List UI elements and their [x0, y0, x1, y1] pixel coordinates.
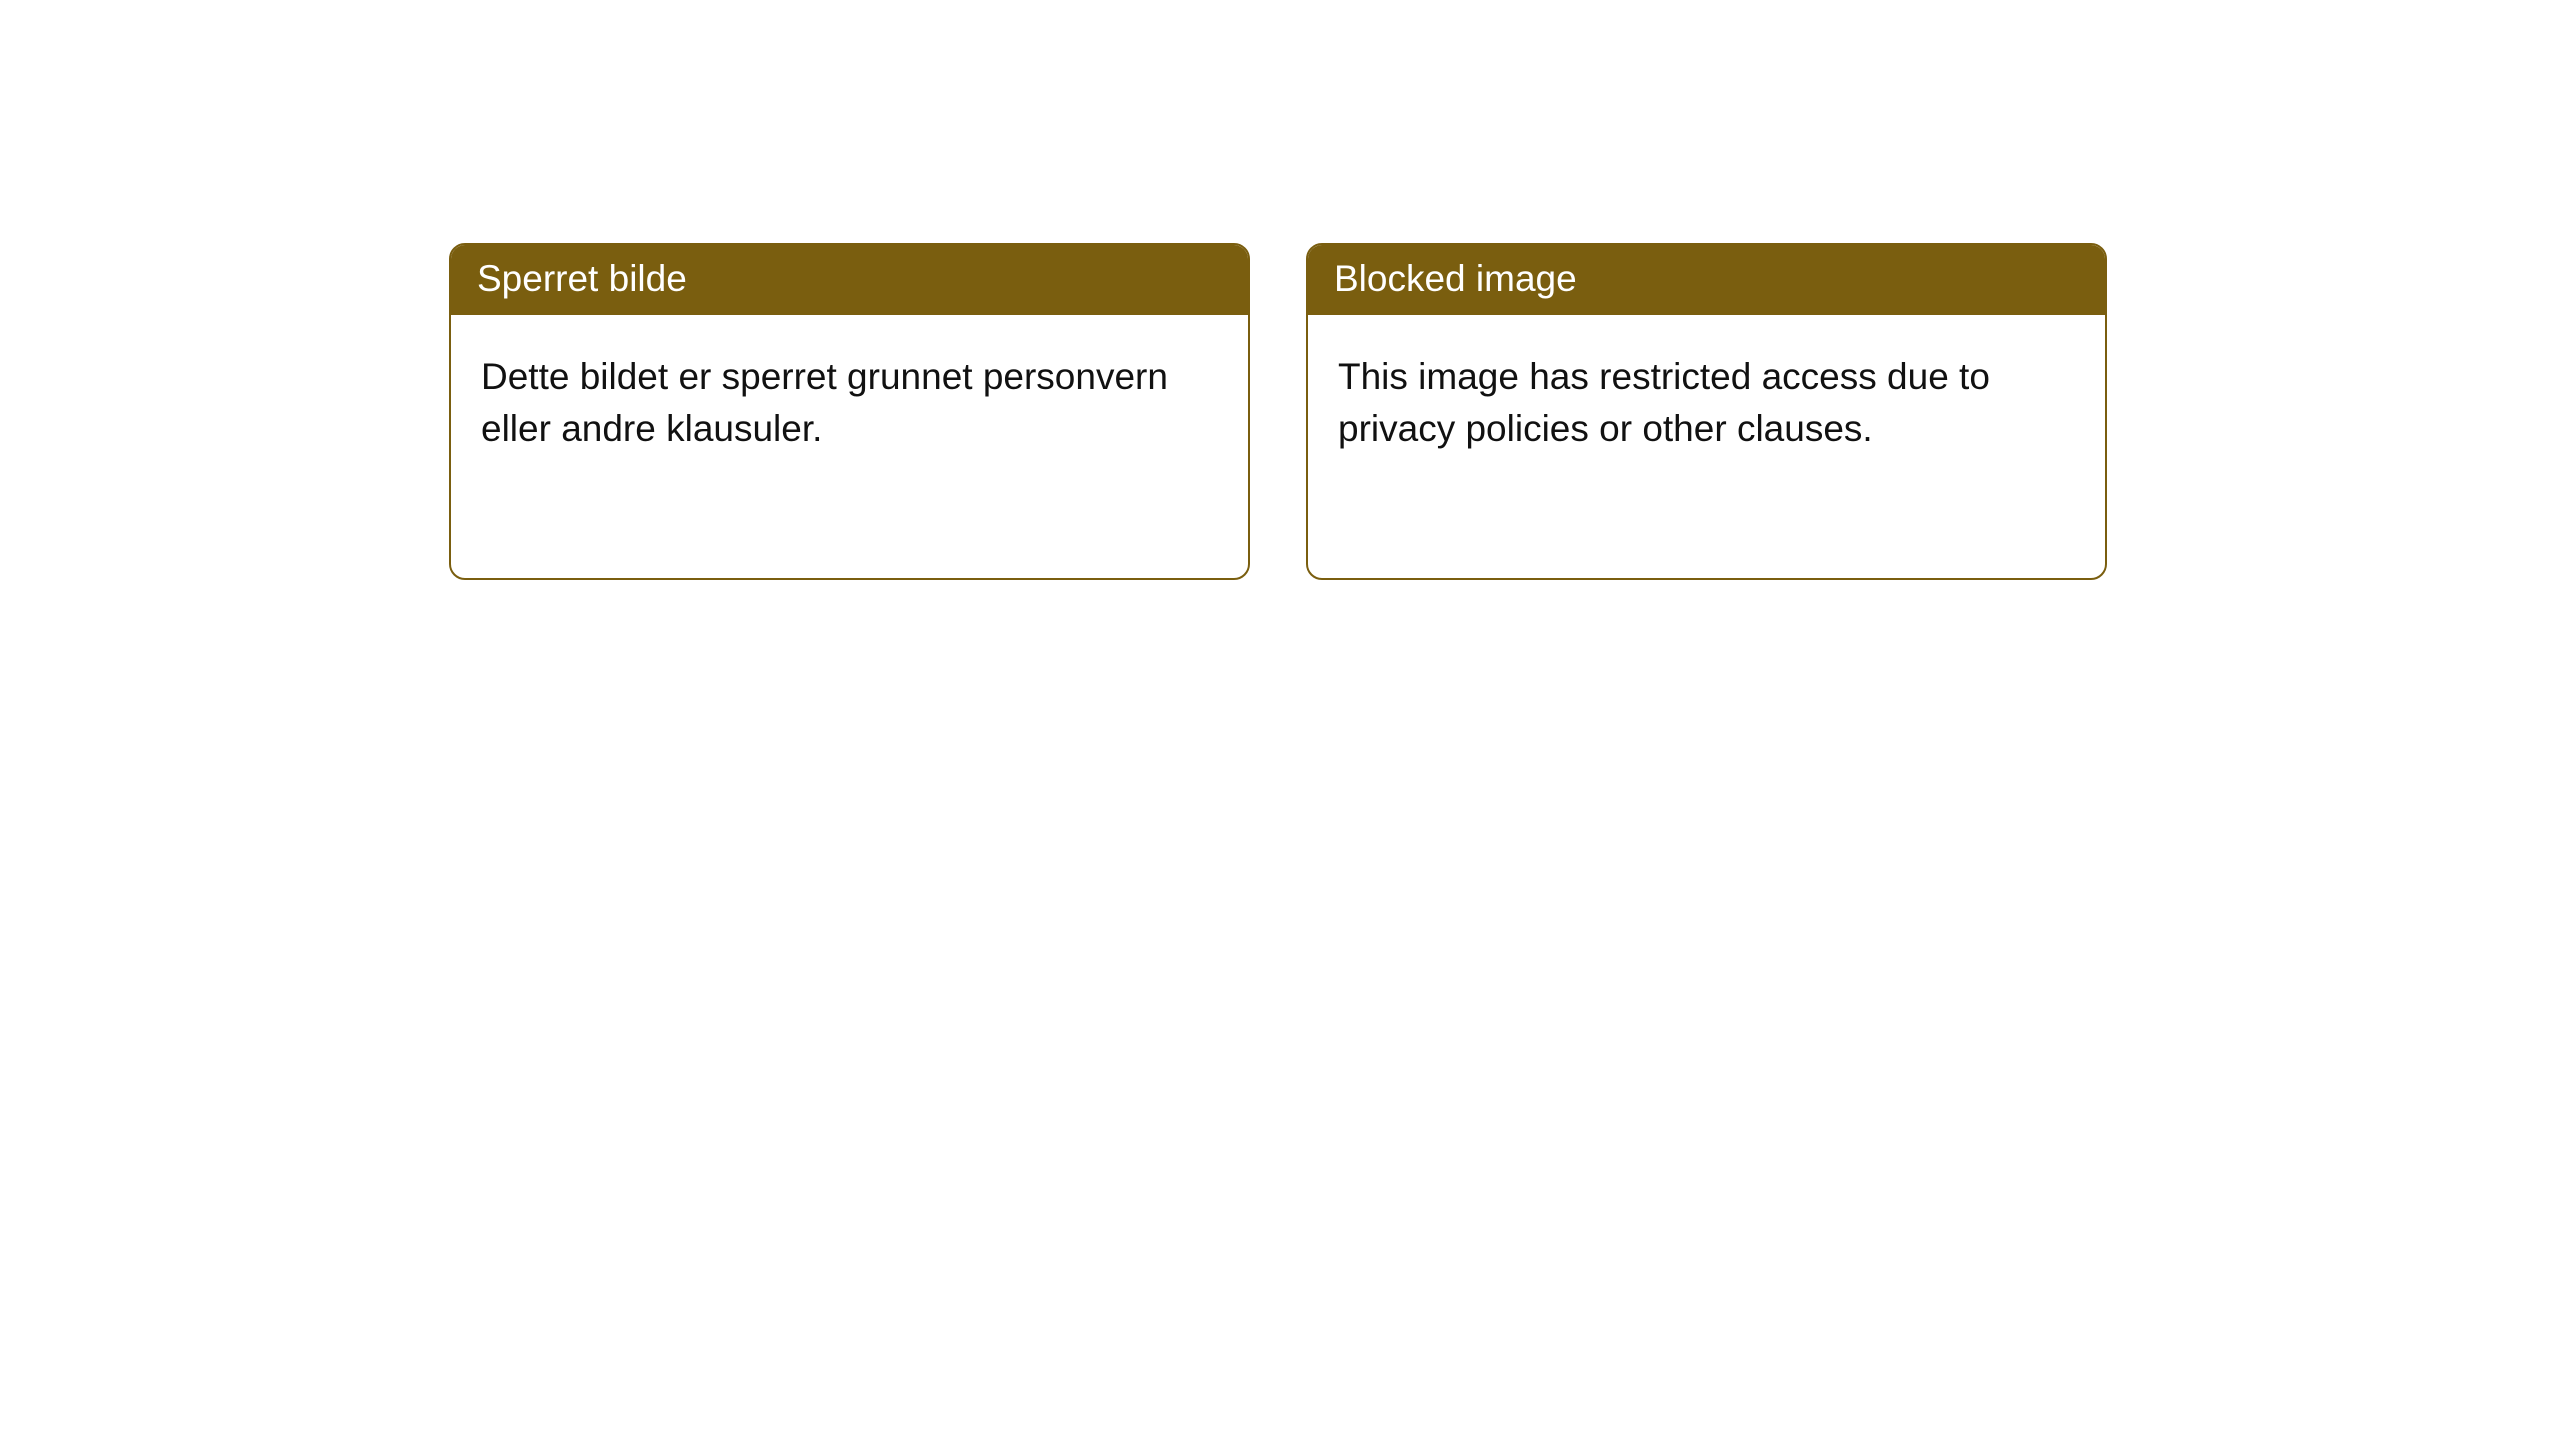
blocked-image-card-en: Blocked image This image has restricted … — [1306, 243, 2107, 580]
card-body-text: Dette bildet er sperret grunnet personve… — [481, 356, 1168, 449]
card-header: Sperret bilde — [451, 245, 1248, 315]
blocked-image-card-no: Sperret bilde Dette bildet er sperret gr… — [449, 243, 1250, 580]
card-body: Dette bildet er sperret grunnet personve… — [451, 315, 1248, 485]
card-title: Sperret bilde — [477, 258, 687, 299]
card-title: Blocked image — [1334, 258, 1577, 299]
card-row: Sperret bilde Dette bildet er sperret gr… — [0, 0, 2560, 580]
card-body: This image has restricted access due to … — [1308, 315, 2105, 485]
card-body-text: This image has restricted access due to … — [1338, 356, 1990, 449]
card-header: Blocked image — [1308, 245, 2105, 315]
